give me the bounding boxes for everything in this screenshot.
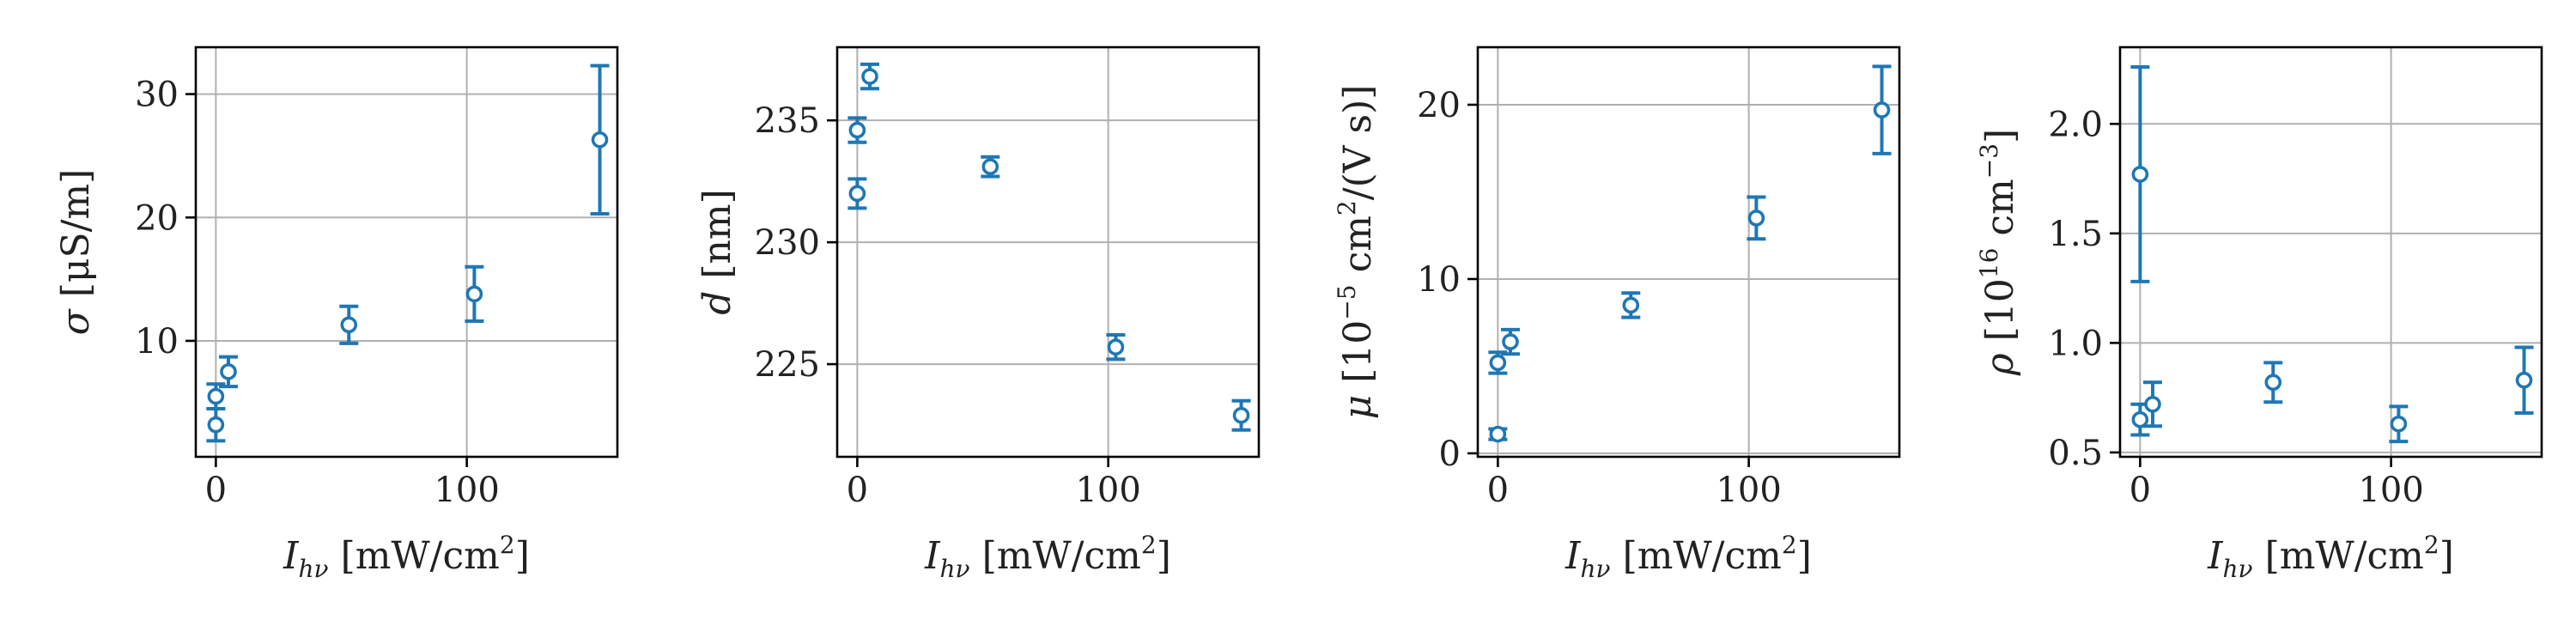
data-point xyxy=(1489,354,1507,372)
x-axis-label-unit: [mW/cm xyxy=(1611,534,1782,578)
x-tick-label: 0 xyxy=(2129,471,2151,510)
y-tick-label: 20 xyxy=(1417,86,1461,125)
x-axis-label-subscript: hν xyxy=(2223,555,2253,583)
x-axis-label-superscript: 2 xyxy=(1141,531,1157,559)
x-axis-label-unit: [mW/cm xyxy=(329,534,500,578)
y-tick-label: 230 xyxy=(755,223,820,263)
data-point xyxy=(1489,425,1507,443)
data-point xyxy=(465,285,483,303)
y-tick-label: 0.5 xyxy=(2048,434,2103,473)
y-axis-label-unit: [10 xyxy=(1336,320,1380,395)
y-axis-label: μ [10−5 cm2/(V s)] xyxy=(1333,85,1380,420)
y-axis-label: ρ [1016 cm−3] xyxy=(1975,129,2022,376)
data-point xyxy=(2515,371,2533,389)
y-tick-label: 10 xyxy=(1417,260,1461,300)
x-tick-label: 0 xyxy=(205,471,227,510)
y-axis-label-symbol: σ xyxy=(54,307,98,335)
y-tick-label: 2.0 xyxy=(2048,105,2103,144)
x-axis-label-subscript: hν xyxy=(1581,555,1611,583)
x-axis-label-symbol: I xyxy=(2207,534,2224,578)
x-axis-label-unit-tail: ] xyxy=(515,534,530,578)
y-axis-label-symbol: μ xyxy=(1336,395,1380,420)
chart-panel-2: 0 100 225 230 235 Ihν [mW/cm2] d [nm] xyxy=(696,46,1261,583)
axes-frame xyxy=(835,46,1261,459)
y-tick-label: 30 xyxy=(135,76,179,115)
data-point xyxy=(2131,410,2149,428)
x-axis-label-subscript: hν xyxy=(940,555,970,583)
data-point xyxy=(2390,415,2408,433)
x-tick-label: 100 xyxy=(434,471,499,510)
x-axis-label-symbol: I xyxy=(1564,534,1582,578)
x-axis-label-unit-tail: ] xyxy=(1157,534,1171,578)
x-tick-label: 100 xyxy=(1716,471,1781,510)
x-axis-label: Ihν [mW/cm2] xyxy=(924,531,1171,583)
y-axis-label-symbol: ρ xyxy=(1978,353,2022,376)
y-axis-label-unit-mid: cm xyxy=(1978,179,2022,247)
data-point xyxy=(340,316,358,334)
data-point xyxy=(861,68,878,85)
y-axis-label-superscript-2: −3 xyxy=(1975,143,2003,179)
x-axis-label-subscript: hν xyxy=(299,555,329,583)
x-axis-label: Ihν [mW/cm2] xyxy=(283,531,530,583)
x-tick-label: 0 xyxy=(1487,471,1509,510)
y-axis-label: d [nm] xyxy=(696,189,739,315)
x-axis-label-unit-tail: ] xyxy=(1797,534,1812,578)
y-tick-label: 225 xyxy=(755,345,820,385)
data-point xyxy=(1873,101,1891,118)
x-axis-label-superscript: 2 xyxy=(500,531,515,559)
data-point xyxy=(220,363,237,380)
x-axis-label-superscript: 2 xyxy=(2424,531,2439,559)
x-axis-label-unit: [mW/cm xyxy=(970,534,1141,578)
x-axis-label: Ihν [mW/cm2] xyxy=(2207,531,2454,583)
y-axis-label-unit: [μS/m] xyxy=(54,169,98,310)
data-point xyxy=(2131,166,2149,183)
data-point xyxy=(2264,374,2282,392)
data-point xyxy=(1622,296,1640,314)
x-axis-label-superscript: 2 xyxy=(1782,531,1797,559)
axes-frame xyxy=(194,46,619,459)
data-point xyxy=(1502,333,1519,350)
x-axis-label-symbol: I xyxy=(283,534,300,578)
axes-frame xyxy=(2118,46,2543,459)
chart-panel-1: 0 100 10 20 30 Ihν [mW/cm2] σ [μS/m] xyxy=(54,46,619,583)
data-point xyxy=(848,121,866,139)
x-tick-label: 0 xyxy=(847,471,868,510)
y-axis-label-superscript-2: 2 xyxy=(1333,200,1361,216)
data-point xyxy=(1232,406,1250,424)
axes-frame xyxy=(1476,46,1901,459)
y-axis-label-unit-tail: /(V s)] xyxy=(1336,85,1380,201)
y-tick-label: 235 xyxy=(755,101,820,141)
x-tick-label: 100 xyxy=(2358,471,2423,510)
x-axis-label-unit-tail: ] xyxy=(2439,534,2454,578)
y-axis-label-unit-mid: cm xyxy=(1336,216,1380,284)
data-point xyxy=(1107,338,1125,356)
x-axis-label: Ihν [mW/cm2] xyxy=(1564,531,1812,583)
y-tick-label: 10 xyxy=(135,322,179,361)
y-tick-label: 1.5 xyxy=(2048,215,2103,254)
y-axis-label-superscript: −5 xyxy=(1333,284,1361,319)
x-axis-label-unit: [mW/cm xyxy=(2253,534,2424,578)
data-point xyxy=(981,158,999,175)
y-tick-label: 0 xyxy=(1439,434,1461,474)
y-tick-label: 20 xyxy=(135,198,179,238)
y-axis-label-unit-tail: ] xyxy=(1978,129,2022,143)
data-point xyxy=(2144,395,2161,413)
data-point xyxy=(848,185,866,203)
y-axis-label-unit: [nm] xyxy=(696,189,739,290)
x-axis-label-symbol: I xyxy=(924,534,941,578)
y-axis-label-unit: [10 xyxy=(1978,278,2022,353)
data-point xyxy=(207,416,225,434)
y-tick-label: 1.0 xyxy=(2048,324,2103,363)
data-point xyxy=(1747,210,1765,227)
data-point xyxy=(207,387,225,405)
x-tick-label: 100 xyxy=(1075,471,1140,510)
y-axis-label-symbol: d xyxy=(696,291,739,315)
y-axis-label-superscript: 16 xyxy=(1975,248,2003,279)
data-point xyxy=(591,131,609,149)
y-axis-label: σ [μS/m] xyxy=(54,169,98,336)
